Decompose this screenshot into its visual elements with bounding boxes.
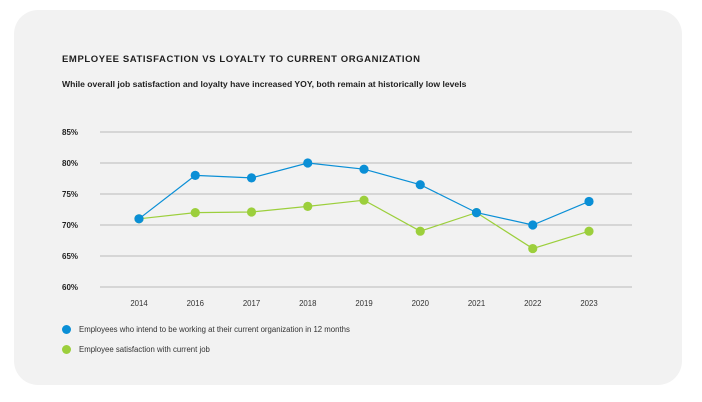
data-point [190,208,200,218]
y-axis-tick-labels: 60% 65% 70% 75% 80% 85% [62,128,78,292]
data-point [359,195,369,205]
x-tick-label: 2020 [412,299,430,308]
y-tick-label: 65% [62,252,78,261]
y-tick-label: 80% [62,159,78,168]
legend-label: Employees who intend to be working at th… [79,324,350,334]
x-tick-label: 2017 [243,299,260,308]
x-tick-label: 2014 [130,299,148,308]
y-tick-label: 70% [62,221,78,230]
data-point [190,170,200,180]
data-point [584,226,594,236]
x-tick-label: 2023 [580,299,597,308]
series-line [138,199,590,250]
series-lines [134,158,594,254]
x-tick-label: 2019 [355,299,372,308]
chart-card [14,10,682,385]
data-point [359,164,369,174]
chart-title: EMPLOYEE SATISFACTION VS LOYALTY TO CURR… [62,54,421,65]
data-point [246,207,257,217]
y-tick-label: 60% [62,283,78,292]
legend-item-intend-to-stay: Employees who intend to be working at th… [62,322,350,336]
data-point [415,226,425,236]
data-point [471,208,482,218]
legend-marker [62,324,71,334]
data-point [303,201,313,211]
data-point [528,243,538,254]
data-point [246,173,257,183]
legend: Employees who intend to be working at th… [62,322,350,362]
x-tick-label: 2018 [299,299,316,308]
x-tick-label: 2022 [524,299,541,308]
legend-marker [62,344,71,354]
data-point [528,220,538,230]
chart-subtitle: While overall job satisfaction and loyal… [62,79,467,89]
legend-item-job-satisfaction: Employee satisfaction with current job [62,342,350,356]
x-axis-tick-labels: 2014 2016 2017 2018 2019 2020 2021 2022 2023 [130,299,597,308]
legend-label: Employee satisfaction with current job [79,344,210,354]
data-point [415,180,425,190]
grid-lines [100,131,632,288]
data-point [584,196,594,207]
y-tick-label: 85% [62,128,78,137]
data-point [303,158,313,168]
x-tick-label: 2021 [468,299,485,308]
y-tick-label: 75% [62,190,78,199]
series-intend-to-stay [134,158,594,230]
series-job-satisfaction [134,195,594,254]
x-tick-label: 2016 [187,299,204,308]
data-point [134,214,144,224]
